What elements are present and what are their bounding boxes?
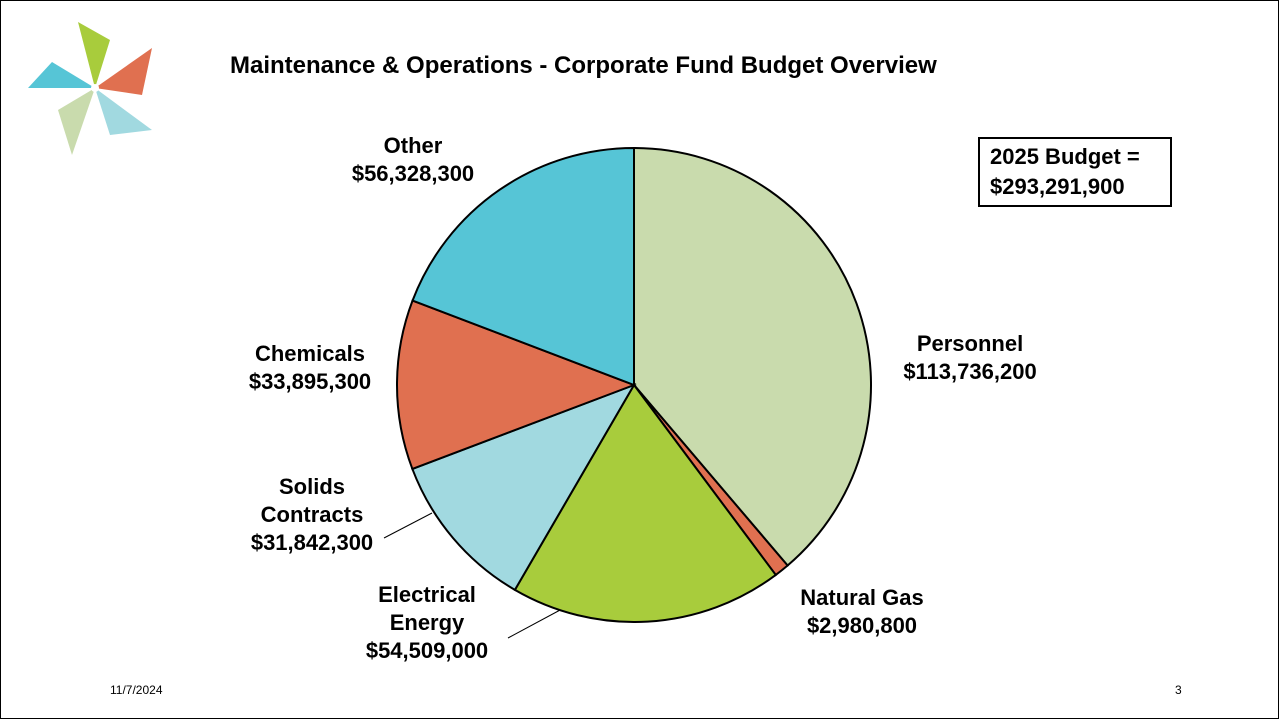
value-label: $113,736,200 (903, 359, 1037, 384)
pie-slice (411, 383, 637, 592)
value-label: $31,842,300 (250, 530, 374, 555)
category-label: Solids Contracts (260, 474, 364, 527)
category-label: Other (383, 133, 443, 158)
value-label: $33,895,300 (248, 369, 372, 394)
pie-slice (513, 383, 778, 623)
category-label: Personnel (916, 331, 1024, 356)
slice-label: Chemicals $33,895,300 (210, 340, 410, 396)
footer-page: 3 (1175, 683, 1182, 697)
leader-line (383, 512, 433, 539)
chart-title: Maintenance & Operations - Corporate Fun… (230, 52, 937, 79)
logo (28, 22, 152, 155)
value-label: $54,509,000 (365, 638, 489, 663)
slice-label: Personnel $113,736,200 (870, 330, 1070, 386)
category-label: Electrical Energy (378, 582, 476, 635)
pie-slice (411, 146, 635, 387)
pie-slice (633, 146, 872, 567)
value-label: $2,980,800 (806, 613, 918, 638)
category-label: Natural Gas (800, 585, 924, 610)
footer-date: 11/7/2024 (110, 683, 163, 697)
value-label: $56,328,300 (351, 161, 475, 186)
pie-slice (396, 299, 637, 471)
category-label: Chemicals (254, 341, 366, 366)
slice-label: Natural Gas $2,980,800 (762, 584, 962, 640)
leader-line (507, 608, 563, 639)
slice-label: Solids Contracts $31,842,300 (232, 473, 392, 557)
slice-label: Electrical Energy $54,509,000 (357, 581, 497, 665)
annotation-box: 2025 Budget = $293,291,900 (978, 137, 1172, 207)
slice-label: Other $56,328,300 (313, 132, 513, 188)
